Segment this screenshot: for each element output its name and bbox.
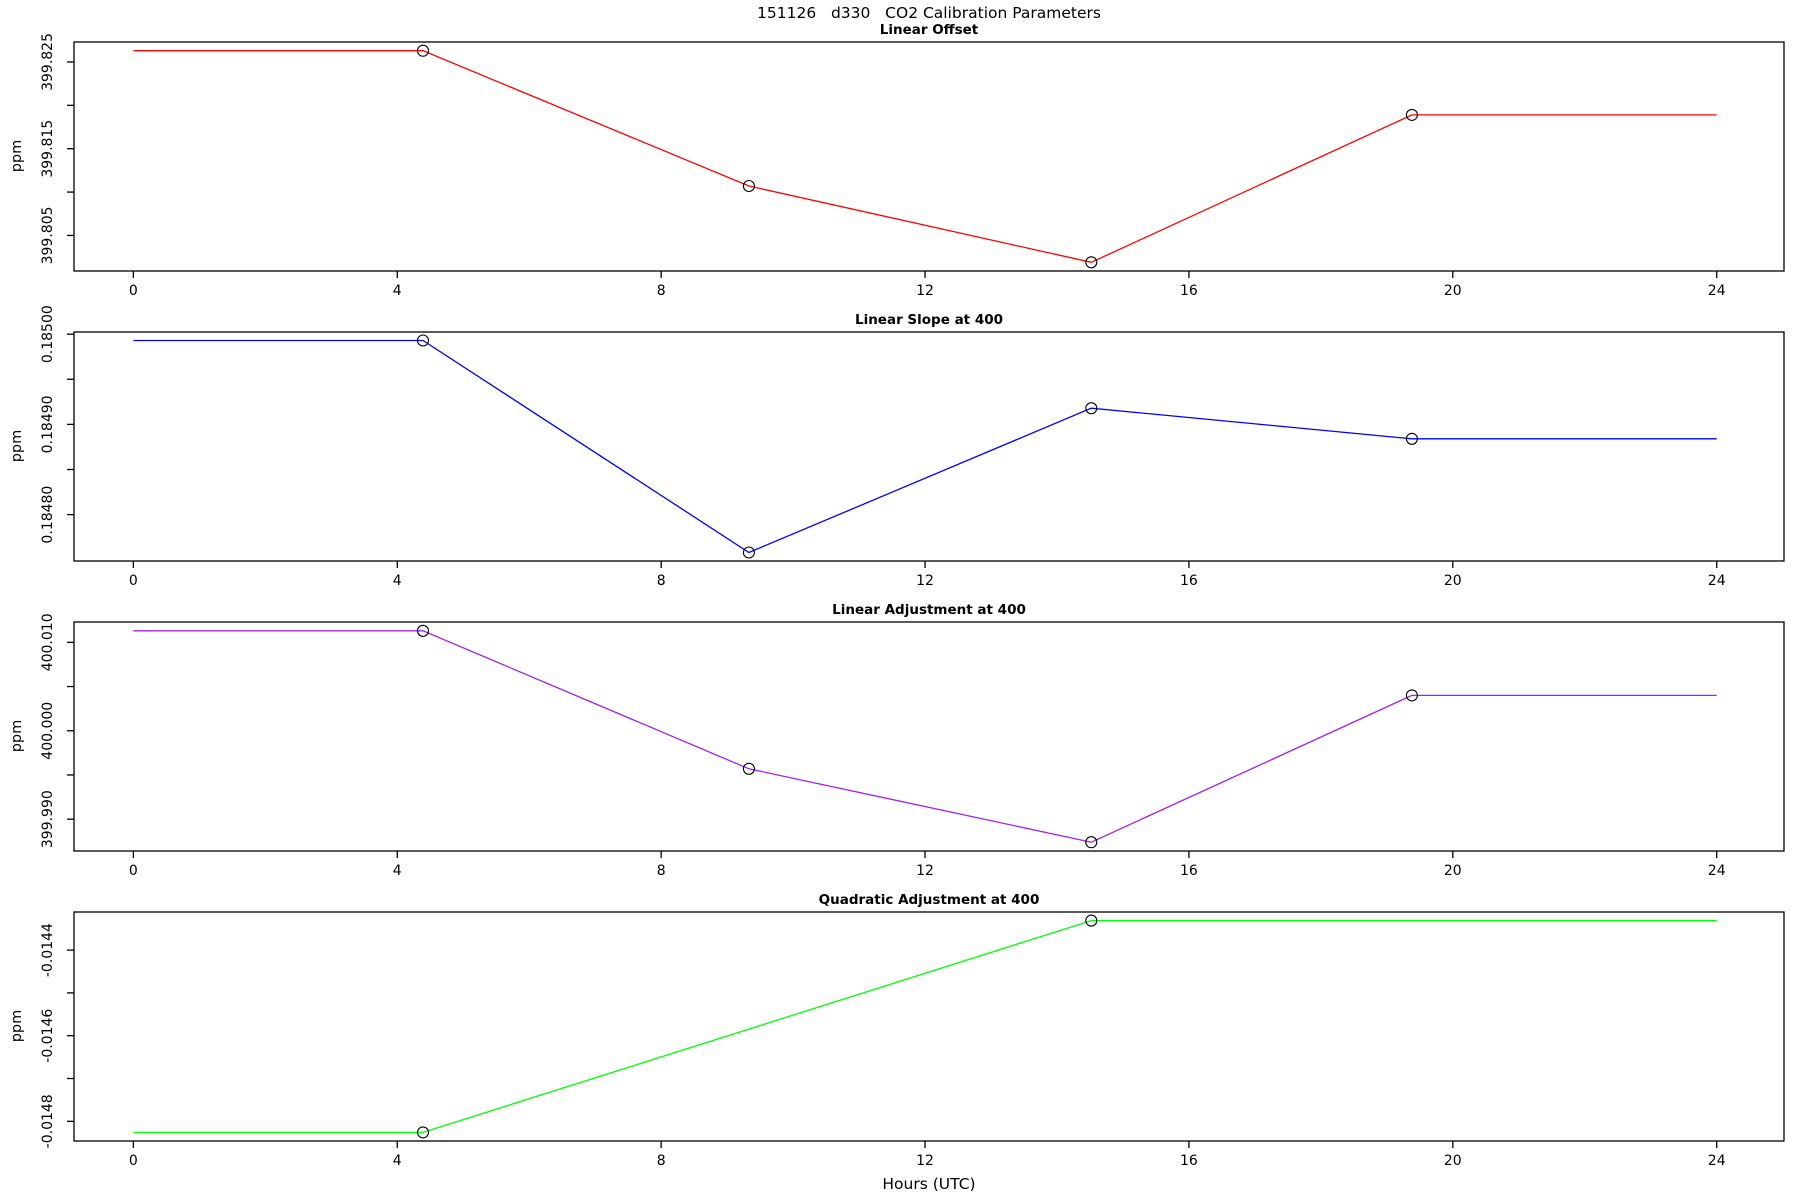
data-point-circle [1405, 108, 1418, 121]
y-axis-title-panel-0: ppm [9, 140, 25, 173]
series-line [133, 50, 1717, 263]
x-tick-label: 8 [657, 283, 666, 299]
panel-1-plot: 0.18480 0.18490 0.18500 0 4 8 12 16 20 24 [40, 305, 1785, 589]
panel-0-plot: 399.805 399.815 399.825 0 4 8 12 16 20 24 [40, 33, 1785, 299]
y-tick-label: 0.18490 [40, 395, 56, 453]
x-tick-label: 12 [916, 1153, 934, 1169]
x-tick-label: 12 [916, 573, 934, 589]
x-axis-title: Hours (UTC) [882, 1175, 975, 1193]
data-point-circle [1085, 402, 1098, 415]
x-tick-label: 24 [1708, 1153, 1726, 1169]
x-tick-label: 0 [129, 1153, 138, 1169]
x-tick-label: 4 [393, 1153, 402, 1169]
plot-border [73, 41, 1785, 272]
data-point-circle [416, 1126, 430, 1139]
y-tick-label: 0.18500 [40, 305, 56, 363]
y-tick-label: -0.0148 [40, 1094, 56, 1148]
y-tick-label: 400.010 [40, 613, 56, 671]
y-tick-label: 399.990 [40, 790, 56, 848]
data-point-circle [742, 546, 755, 559]
data-point-circle [1405, 689, 1418, 702]
x-tick-label: 16 [1180, 1153, 1198, 1169]
plot-border [73, 621, 1785, 852]
x-tick-label: 24 [1708, 573, 1726, 589]
plot-border [73, 911, 1785, 1142]
data-point-circle [742, 762, 755, 775]
x-tick-label: 16 [1180, 283, 1198, 299]
y-tick-label: -0.0144 [40, 923, 56, 977]
data-point-circle [416, 334, 430, 347]
x-tick-label: 12 [916, 863, 934, 879]
panel-title-linear-offset: Linear Offset [880, 22, 979, 38]
x-tick-label: 4 [393, 863, 402, 879]
plot-border [73, 331, 1785, 562]
x-tick-label: 8 [657, 863, 666, 879]
x-tick-label: 8 [657, 573, 666, 589]
y-tick-label: 399.815 [40, 120, 56, 178]
x-tick-label: 20 [1444, 573, 1462, 589]
x-tick-label: 20 [1444, 283, 1462, 299]
panel-title-quadratic-adjustment: Quadratic Adjustment at 400 [819, 892, 1040, 908]
x-tick-label: 16 [1180, 573, 1198, 589]
x-tick-label: 24 [1708, 283, 1726, 299]
y-tick-label: 399.825 [40, 33, 56, 91]
x-tick-label: 20 [1444, 1153, 1462, 1169]
data-point-circle [1085, 836, 1098, 849]
data-point-circle [416, 44, 430, 57]
x-tick-label: 20 [1444, 863, 1462, 879]
y-axis-title-panel-1: ppm [9, 430, 25, 463]
x-tick-label: 12 [916, 283, 934, 299]
series-line [133, 919, 1717, 1134]
x-tick-label: 0 [129, 283, 138, 299]
data-point-circle [742, 179, 755, 193]
panel-2-plot: 399.990 400.000 400.010 0 4 8 12 16 20 24 [40, 613, 1785, 879]
main-title: 151126 d330 CO2 Calibration Parameters [757, 4, 1101, 22]
data-point-circle [1085, 914, 1098, 927]
x-tick-label: 16 [1180, 863, 1198, 879]
y-tick-label: 400.000 [40, 702, 56, 760]
x-tick-label: 0 [129, 573, 138, 589]
y-tick-label: 0.18480 [40, 486, 56, 544]
y-axis-title-panel-2: ppm [9, 720, 25, 753]
y-tick-label: -0.0146 [40, 1009, 56, 1063]
series-line [133, 630, 1717, 843]
panel-title-linear-slope: Linear Slope at 400 [855, 312, 1003, 328]
data-point-circle [1085, 256, 1098, 269]
panel-title-linear-adjustment: Linear Adjustment at 400 [832, 602, 1026, 618]
data-point-circle [1405, 432, 1418, 445]
x-tick-label: 24 [1708, 863, 1726, 879]
data-point-circle [416, 624, 430, 637]
x-tick-label: 8 [657, 1153, 666, 1169]
y-axis-title-panel-3: ppm [9, 1010, 25, 1043]
panel-3-plot: -0.0148 -0.0146 -0.0144 0 4 8 12 16 20 24 [40, 911, 1785, 1169]
x-tick-label: 4 [393, 573, 402, 589]
series-line [133, 339, 1717, 554]
x-tick-label: 0 [129, 863, 138, 879]
x-tick-label: 4 [393, 283, 402, 299]
y-tick-label: 399.805 [40, 206, 56, 264]
